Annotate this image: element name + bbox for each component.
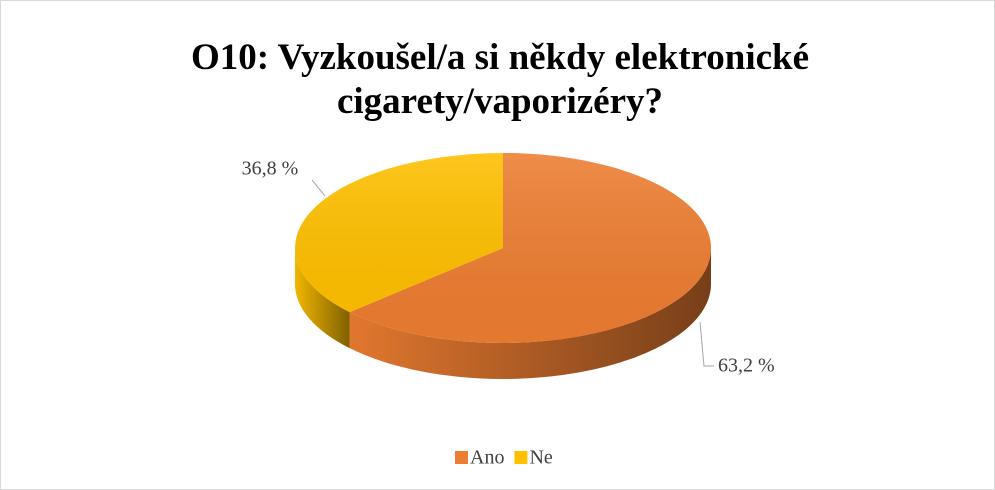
slice-top-shade: [349, 153, 711, 344]
legend-label: Ne: [529, 447, 552, 469]
legend-label: Ano: [470, 447, 504, 469]
slice-side-shade: [295, 248, 350, 349]
legend-swatch: [455, 451, 468, 464]
leader-line: [699, 321, 714, 367]
data-label: 36,8 %: [242, 158, 299, 180]
data-label: 63,2 %: [718, 355, 775, 377]
slice-top-shade: [295, 153, 503, 313]
legend-swatch: [514, 451, 528, 464]
pie-slice: [295, 153, 503, 349]
slice-side-shade: [349, 248, 711, 380]
leader-line: [311, 179, 326, 197]
pie-slice: [349, 153, 711, 380]
chart-title: O10: Vyzkoušel/a si někdy elektronické c…: [190, 37, 810, 122]
